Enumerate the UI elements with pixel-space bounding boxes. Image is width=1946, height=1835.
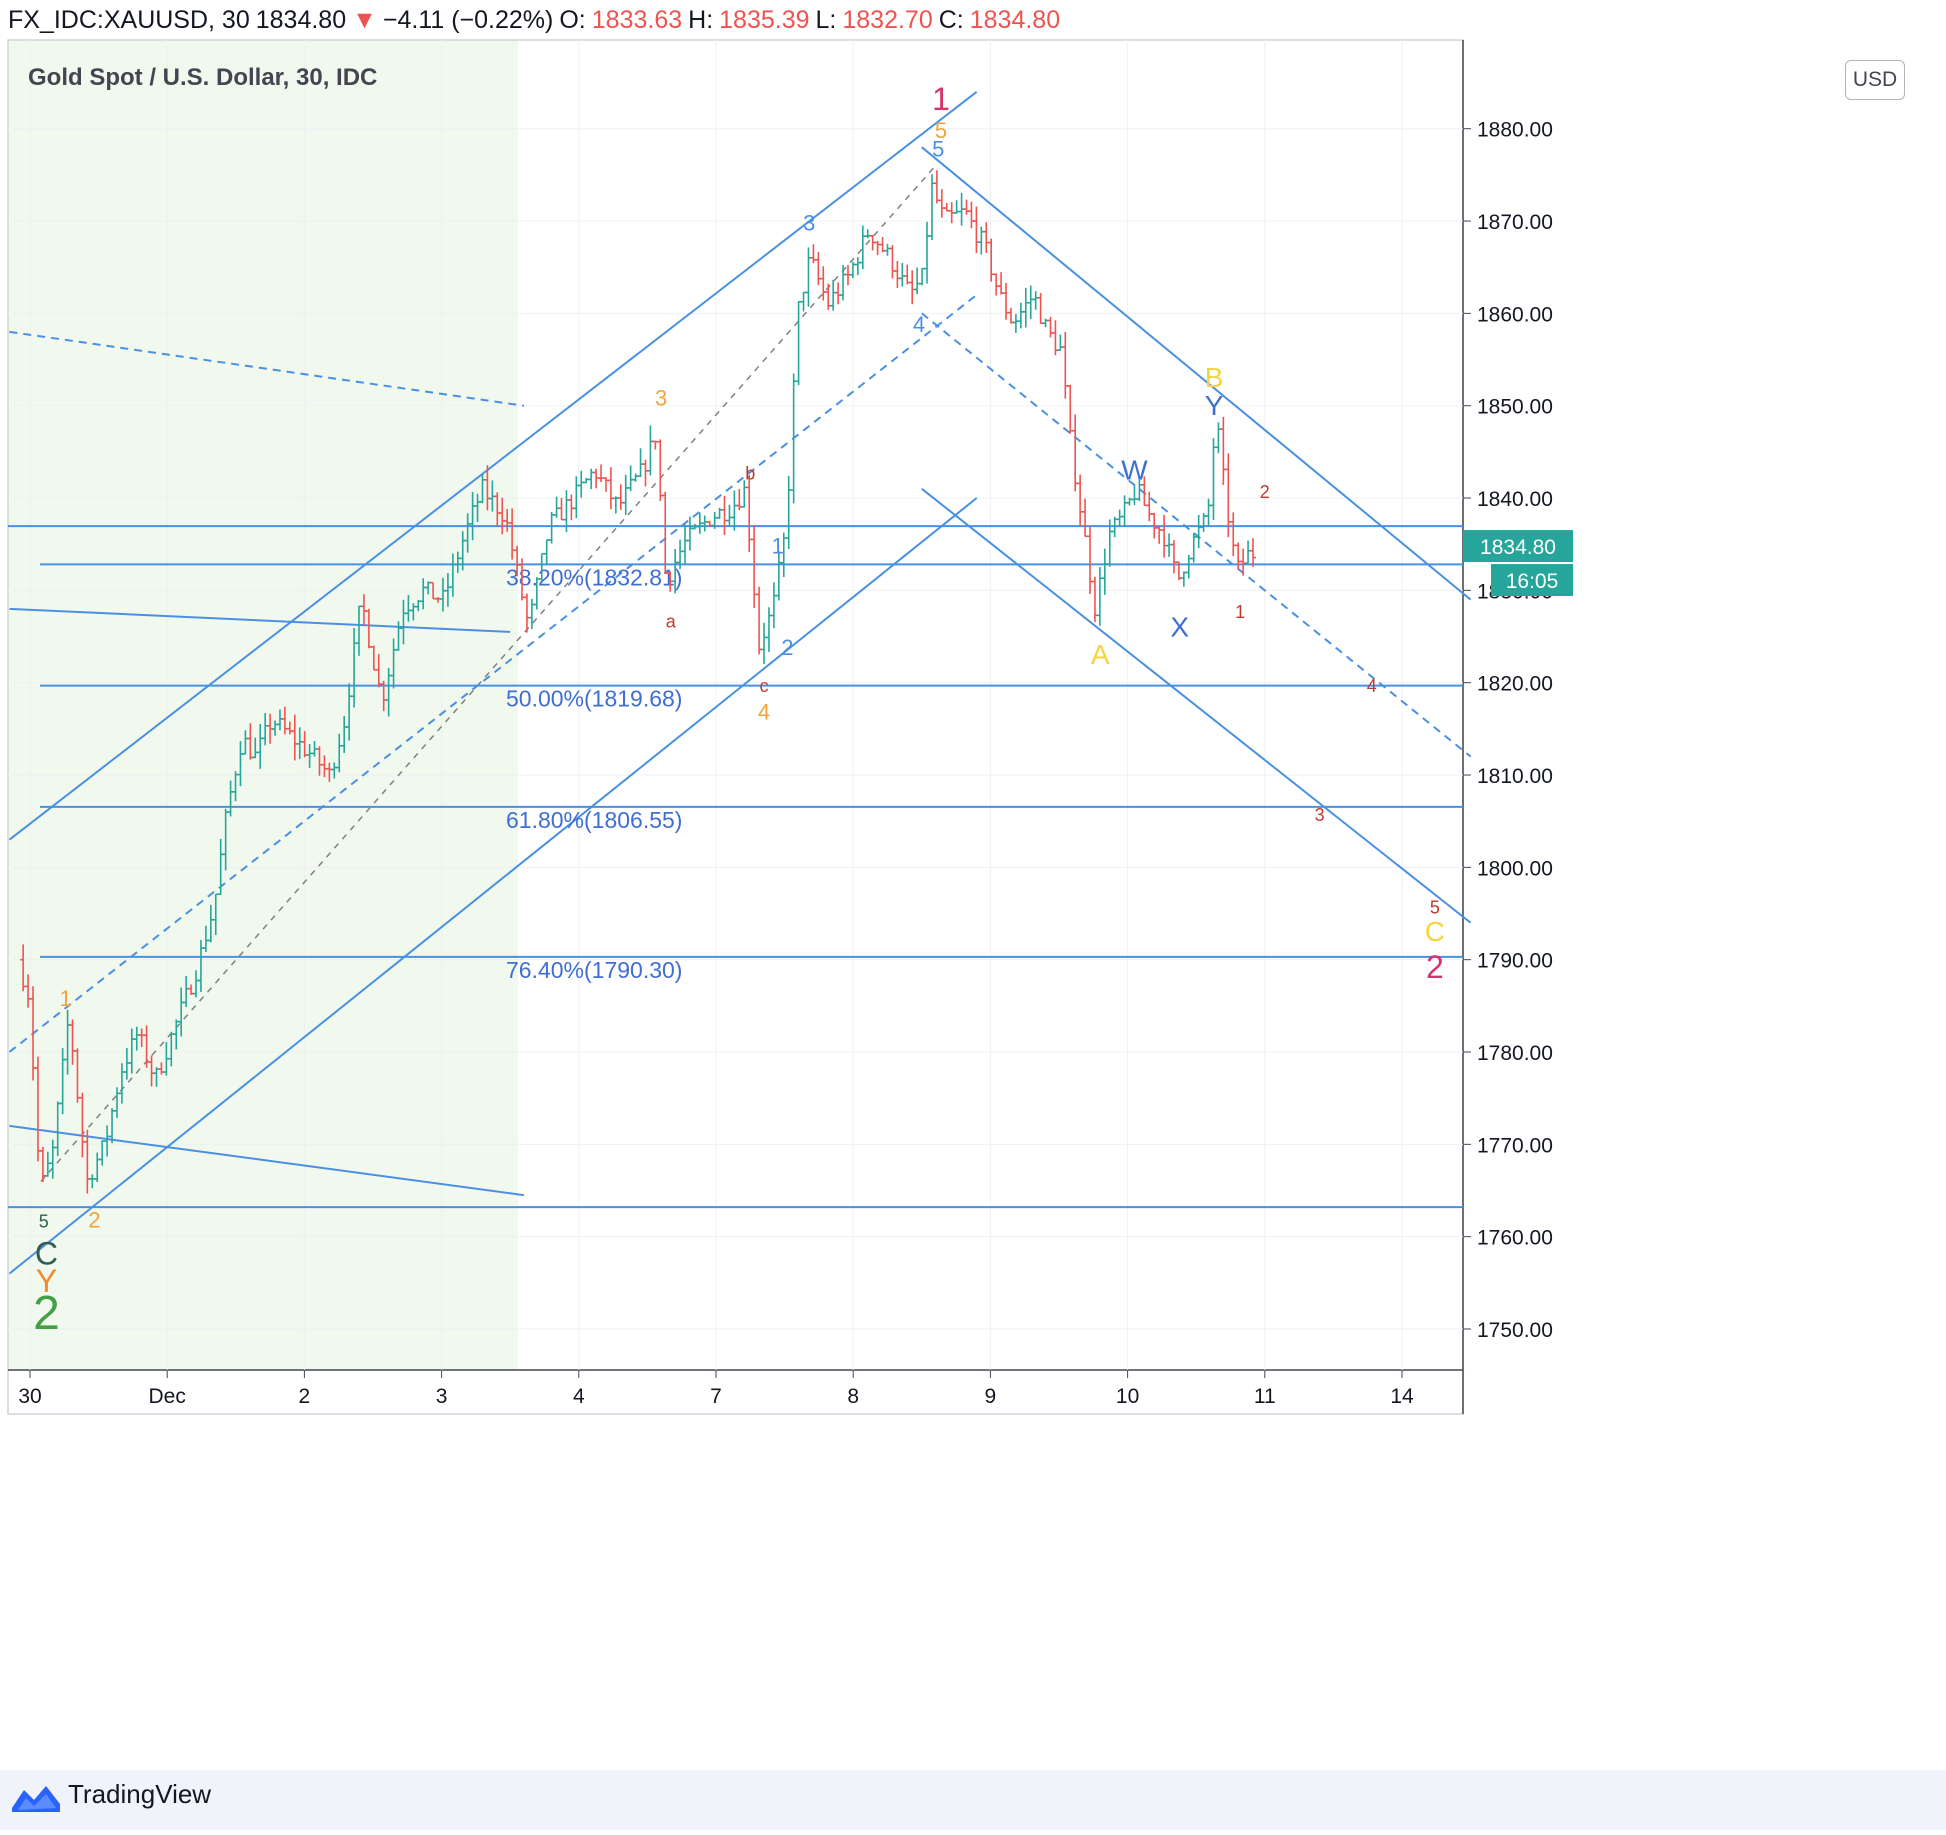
price-tick-label: 1880.00: [1477, 119, 1553, 142]
low-value: 1832.70: [842, 5, 933, 34]
low-label: L:: [815, 5, 837, 34]
wave-label: A: [1091, 639, 1110, 670]
last-price-tag: [1463, 530, 1573, 563]
time-tick-label: 3: [436, 1385, 448, 1408]
price-tick-label: 1790.00: [1477, 950, 1553, 973]
time-tick-label: 11: [1254, 1385, 1276, 1408]
wave-label: 2: [781, 635, 793, 660]
wave-label: B: [1205, 362, 1224, 393]
wave-label: 5: [1430, 898, 1440, 918]
wave-label: 2: [1426, 949, 1444, 985]
wave-label: Y: [36, 1263, 57, 1299]
fib-level-label: 38.20%(1832.81): [506, 564, 682, 590]
wave-label: 4: [1367, 676, 1377, 696]
descending-channel-mid[interactable]: [921, 312, 1472, 758]
footer-bar: [0, 1770, 1946, 1830]
price-tick-label: 1860.00: [1477, 303, 1553, 326]
time-tick-label: Dec: [149, 1385, 186, 1408]
fib-level-label: 76.40%(1790.30): [506, 957, 682, 983]
open-label: O:: [559, 5, 586, 34]
session-shading: [8, 40, 518, 1370]
price-tick-label: 1770.00: [1477, 1134, 1553, 1157]
close-value: 1834.80: [969, 5, 1061, 34]
wave-label: 2: [33, 1287, 60, 1340]
price-tick-label: 1760.00: [1477, 1227, 1553, 1250]
wave-label: c: [760, 676, 769, 696]
dashed-trend-line[interactable]: [9, 330, 525, 407]
time-tick-label: 8: [847, 1385, 859, 1408]
fib-level-label: 50.00%(1819.68): [506, 686, 682, 712]
change-arrow-icon: ▼: [352, 5, 377, 34]
wave-label: 2: [88, 1207, 100, 1232]
price-tick-label: 1840.00: [1477, 488, 1553, 511]
wave-label: 1: [932, 81, 950, 117]
wave-label: 4: [913, 312, 925, 337]
wave-label: C: [35, 1235, 58, 1271]
time-tick-label: 2: [299, 1385, 311, 1408]
price-tick-label: 1870.00: [1477, 211, 1553, 234]
mid-channel-line[interactable]: [8, 294, 978, 1053]
wave-label: a: [666, 611, 677, 631]
wave-label: W: [1121, 455, 1148, 486]
wave-label: 5: [935, 118, 947, 143]
open-value: 1833.63: [591, 5, 683, 34]
countdown-label: 16:05: [1506, 570, 1559, 593]
wave-label: 4: [758, 700, 770, 725]
wave-label: 1: [772, 533, 784, 558]
high-label: H:: [688, 5, 714, 34]
time-tick-label: 30: [18, 1385, 41, 1408]
wave-label: b: [745, 464, 755, 484]
wave-label: 2: [1260, 482, 1270, 502]
symbol-header: FX_IDC:XAUUSD, 30 1834.80 ▼ −4.11 (−0.22…: [8, 2, 1060, 38]
chart-title: Gold Spot / U.S. Dollar, 30, IDC: [28, 64, 378, 91]
wave-label: 3: [803, 210, 815, 235]
time-tick-label: 4: [573, 1385, 585, 1408]
descending-channel-lower[interactable]: [921, 488, 1472, 924]
price-tick-label: 1820.00: [1477, 673, 1553, 696]
symbol-name[interactable]: FX_IDC:XAUUSD, 30: [8, 5, 250, 34]
price-tick-label: 1780.00: [1477, 1042, 1553, 1065]
trend-line[interactable]: [9, 607, 511, 633]
last-price: 1834.80: [255, 5, 347, 34]
wave-label: 3: [1315, 805, 1325, 825]
tradingview-brand[interactable]: TradingView: [68, 1779, 212, 1809]
lower-channel-line[interactable]: [8, 497, 978, 1275]
price-tick-label: 1750.00: [1477, 1319, 1553, 1342]
wave-label: 1: [60, 986, 72, 1011]
wave-label: 5: [39, 1211, 49, 1231]
wave-label: X: [1170, 612, 1189, 643]
close-label: C:: [938, 5, 964, 34]
wave-label: 1: [1235, 602, 1245, 622]
wave-guide-line[interactable]: [40, 165, 937, 1182]
price-tick-label: 1810.00: [1477, 765, 1553, 788]
fib-level-label: 61.80%(1806.55): [506, 807, 682, 833]
upper-channel-line[interactable]: [8, 90, 978, 841]
trend-line[interactable]: [9, 1124, 525, 1197]
wave-label: 3: [655, 386, 667, 411]
currency-button[interactable]: USD: [1845, 60, 1905, 100]
wave-label: Y: [1205, 390, 1224, 421]
time-tick-label: 9: [985, 1385, 997, 1408]
countdown-tag: [1491, 564, 1573, 597]
wave-label: 5: [932, 136, 944, 161]
time-tick-label: 14: [1390, 1385, 1414, 1408]
wave-label: C: [1425, 916, 1445, 947]
time-tick-label: 7: [710, 1385, 722, 1408]
price-tick-label: 1800.00: [1477, 857, 1553, 880]
descending-channel-upper[interactable]: [921, 146, 1472, 601]
high-value: 1835.39: [719, 5, 810, 34]
tradingview-logo-icon[interactable]: [8, 1778, 64, 1818]
last-price-label: 1834.80: [1480, 536, 1556, 559]
price-tick-label: 1850.00: [1477, 396, 1553, 419]
time-tick-label: 10: [1116, 1385, 1139, 1408]
price-change: −4.11 (−0.22%): [382, 5, 554, 34]
